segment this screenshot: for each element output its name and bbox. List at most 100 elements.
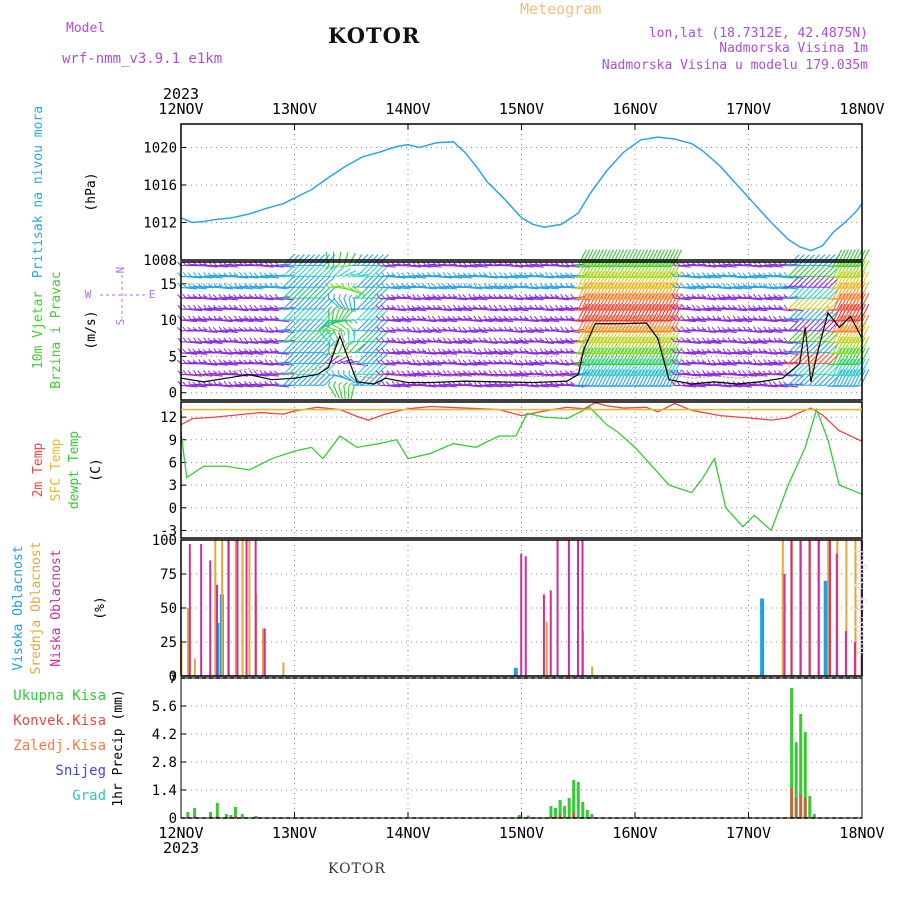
wind-barb-tick xyxy=(504,326,508,332)
wind-barb-tick xyxy=(742,359,747,364)
wind-barb-tick xyxy=(529,282,534,288)
wind-barb-tick xyxy=(783,362,789,365)
wind-barb xyxy=(803,308,815,321)
wind-barb-tick xyxy=(283,264,289,267)
wind-barb-tick xyxy=(288,329,294,332)
wind-barb-tick xyxy=(549,272,554,277)
wind-barb xyxy=(689,286,707,290)
wind-barb xyxy=(577,303,587,321)
wind-barb-tick xyxy=(640,363,647,366)
wind-barb-tick xyxy=(288,384,294,386)
wind-barb xyxy=(356,374,369,386)
wind-barb-tick xyxy=(824,362,830,365)
wind-barb-tick xyxy=(493,282,498,288)
wind-barb xyxy=(476,319,493,323)
wind-barb-tick xyxy=(298,329,304,332)
wind-barb-tick xyxy=(644,286,650,290)
wind-barb-tick xyxy=(462,359,467,365)
wind-barb xyxy=(237,352,254,355)
wind-barb-tick xyxy=(623,363,630,366)
wind-barb xyxy=(507,274,524,278)
wind-barb-tick xyxy=(637,265,644,268)
wind-barb xyxy=(308,352,321,365)
wind-barb-tick xyxy=(606,363,613,366)
wind-barb-tick xyxy=(274,381,279,386)
wind-barb-tick xyxy=(808,286,814,288)
wind-barb-tick xyxy=(630,374,637,377)
wind-barb-tick xyxy=(616,286,623,290)
wind-barb-tick xyxy=(514,326,518,332)
wind-barb-tick xyxy=(473,337,478,343)
wind-barb-tick xyxy=(831,363,838,366)
wind-barb-tick xyxy=(783,329,789,332)
wind-barb-tick xyxy=(657,330,664,333)
wind-barb xyxy=(639,336,649,354)
wind-barb xyxy=(587,303,597,321)
wind-barb xyxy=(611,260,621,277)
wind-barb-tick xyxy=(329,265,334,269)
wind-barb xyxy=(361,265,374,277)
wind-barb xyxy=(491,308,509,312)
wind-barb-tick xyxy=(278,264,284,267)
wind-barb xyxy=(673,347,683,364)
wind-barb-tick xyxy=(293,297,299,299)
wind-barb-tick xyxy=(772,348,778,354)
wind-barb-tick xyxy=(727,337,732,343)
wind-barb xyxy=(679,319,696,323)
wind-barb xyxy=(632,358,642,375)
wind-barb xyxy=(587,325,597,343)
wind-barb xyxy=(608,249,618,266)
wind-barb-tick xyxy=(482,294,488,299)
wind-barb-tick xyxy=(269,348,274,354)
wind-barb xyxy=(471,274,488,278)
wind-barb-tick xyxy=(623,276,630,279)
wind-barb-tick xyxy=(808,264,814,267)
wind-barb-tick xyxy=(637,384,644,388)
wind-barb xyxy=(843,271,853,288)
wind-barb xyxy=(445,350,463,354)
wind-barb-tick xyxy=(855,384,861,388)
wind-barb-tick xyxy=(579,286,586,290)
wind-barb xyxy=(787,297,800,310)
wind-barb-tick xyxy=(416,272,421,277)
wind-barb xyxy=(201,372,218,376)
wind-barb-tick xyxy=(691,337,696,343)
wind-barb xyxy=(725,328,742,332)
wind-barb-tick xyxy=(274,315,279,321)
wind-barb xyxy=(639,347,649,364)
wind-barb-tick xyxy=(586,286,592,290)
wind-barb-tick xyxy=(357,384,363,386)
wind-barb-tick xyxy=(303,297,309,299)
wind-barb xyxy=(581,303,591,321)
wind-barb-tick xyxy=(657,286,664,290)
wind-barb xyxy=(705,350,722,354)
wind-barb-tick xyxy=(667,265,674,268)
wind-barb-tick xyxy=(223,282,228,288)
wind-barb xyxy=(527,330,544,334)
wind-barb-tick xyxy=(514,359,518,364)
wind-barb-tick xyxy=(343,381,348,386)
wind-barb xyxy=(628,336,638,354)
wind-barb xyxy=(440,361,457,365)
wind-barb xyxy=(242,341,259,344)
x-tick-label-bottom: 17NOV xyxy=(726,824,771,842)
wind-barb xyxy=(604,325,614,343)
wind-barb xyxy=(180,319,198,323)
wind-barb-tick xyxy=(732,348,737,354)
wind-barb xyxy=(456,318,473,321)
wind-barb-tick xyxy=(274,293,279,299)
wind-barb-tick xyxy=(793,286,799,288)
precip-bar-0 xyxy=(567,798,571,818)
wind-barb-tick xyxy=(701,294,706,299)
wind-barb-tick xyxy=(706,283,711,288)
wind-barb xyxy=(766,363,783,366)
wind-barb xyxy=(308,297,321,310)
wind-barb-tick xyxy=(493,272,498,277)
wind-barb xyxy=(180,352,198,355)
wind-barb xyxy=(598,336,608,354)
wind-barb-tick xyxy=(308,384,314,386)
wind-barb xyxy=(313,330,326,343)
wind-barb-tick xyxy=(667,341,674,344)
wind-barb-tick xyxy=(599,363,606,366)
wind-barb-tick xyxy=(818,308,825,310)
